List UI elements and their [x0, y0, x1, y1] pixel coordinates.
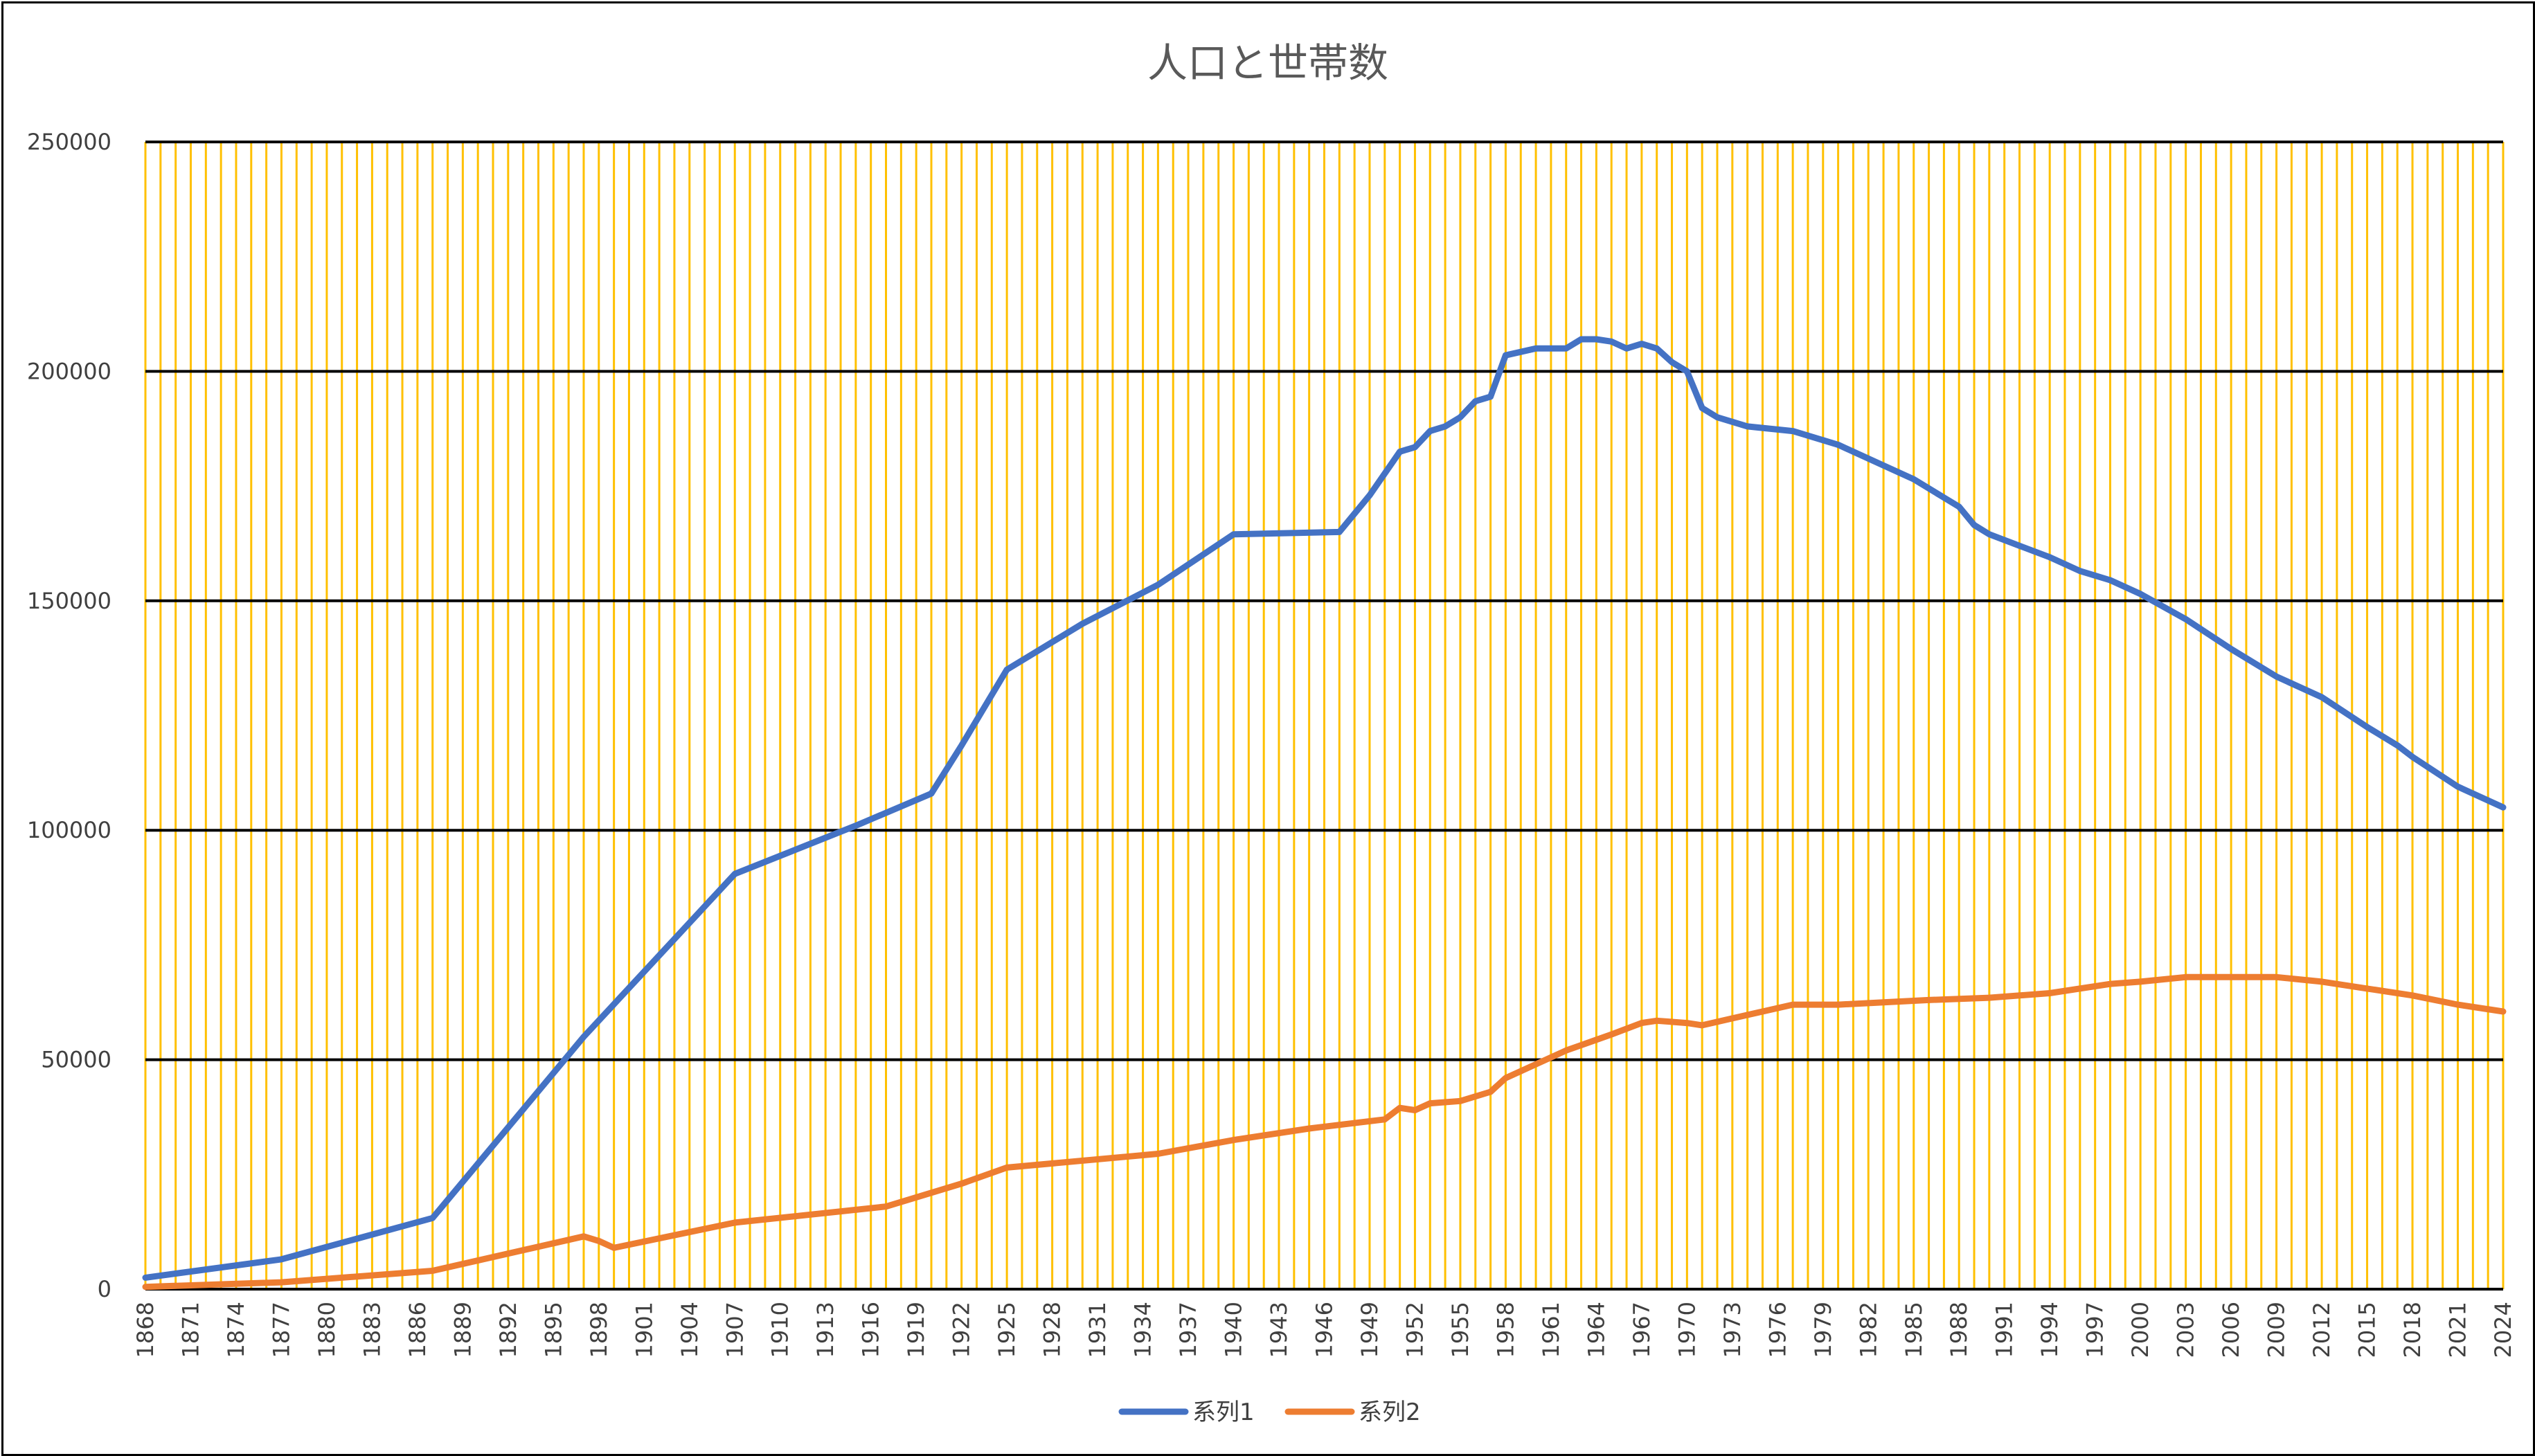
x-tick-label: 1883 [359, 1302, 385, 1358]
x-tick-label: 1868 [132, 1302, 159, 1358]
x-tick-label: 1949 [1356, 1302, 1383, 1358]
chart-title: 人口と世帯数 [1147, 39, 1388, 87]
legend: 系列1 系列2 [1118, 1399, 1421, 1426]
series-line-1 [142, 336, 2507, 1281]
y-tick-label: 150000 [27, 588, 111, 614]
x-tick-label: 2003 [2173, 1302, 2199, 1358]
line-chart: 人口と世帯数 0 50000 100000 150000 200000 250000 18… [27, 39, 2516, 1426]
x-tick-label: 1952 [1401, 1302, 1428, 1358]
x-tick-label: 1913 [812, 1302, 839, 1358]
x-tick-label: 1994 [2036, 1302, 2063, 1358]
x-tick-label: 1997 [2082, 1302, 2108, 1358]
x-tick-label: 1970 [1674, 1302, 1700, 1358]
x-tick-label: 1892 [495, 1302, 521, 1358]
y-axis: 0 50000 100000 150000 200000 250000 [27, 129, 111, 1302]
vertical-gridlines [144, 142, 2505, 1289]
x-tick-label: 1946 [1311, 1302, 1338, 1358]
x-tick-label: 1925 [994, 1302, 1020, 1358]
x-tick-label: 1943 [1266, 1302, 1292, 1358]
x-tick-label: 1982 [1855, 1302, 1881, 1358]
x-tick-label: 1904 [677, 1302, 703, 1358]
x-tick-label: 1937 [1175, 1302, 1201, 1358]
x-tick-label: 1940 [1221, 1302, 1247, 1358]
x-tick-label: 1973 [1719, 1302, 1746, 1358]
x-tick-label: 2009 [2264, 1302, 2290, 1358]
x-tick-label: 2015 [2354, 1302, 2381, 1358]
x-tick-label: 1958 [1492, 1302, 1519, 1358]
x-tick-label: 1919 [903, 1302, 929, 1358]
series-line-2 [142, 973, 2507, 1291]
x-tick-label: 1874 [223, 1302, 249, 1358]
y-tick-label: 50000 [41, 1047, 111, 1073]
x-tick-label: 1955 [1447, 1302, 1473, 1358]
x-tick-label: 1985 [1901, 1302, 1927, 1358]
x-tick-label: 1886 [404, 1302, 431, 1358]
x-tick-label: 1895 [540, 1302, 566, 1358]
x-tick-label: 1991 [1991, 1302, 2018, 1358]
x-tick-label: 1961 [1538, 1302, 1564, 1358]
x-tick-label: 2012 [2309, 1302, 2335, 1358]
x-tick-label: 1910 [767, 1302, 794, 1358]
x-tick-label: 1976 [1764, 1302, 1791, 1358]
x-tick-label: 1916 [858, 1302, 884, 1358]
x-tick-label: 1901 [631, 1302, 657, 1358]
x-tick-label: 2006 [2218, 1302, 2244, 1358]
legend-label-2: 系列2 [1359, 1399, 1421, 1426]
series-lines [142, 336, 2507, 1291]
horizontal-gridlines [145, 141, 2503, 1291]
x-tick-label: 1931 [1084, 1302, 1111, 1358]
x-tick-label: 1907 [722, 1302, 748, 1358]
x-tick-label: 1964 [1583, 1302, 1609, 1358]
y-tick-label: 250000 [27, 129, 111, 155]
legend-label-1: 系列1 [1192, 1399, 1255, 1426]
x-tick-label: 1979 [1810, 1302, 1836, 1358]
x-tick-label: 1988 [1946, 1302, 1972, 1358]
x-tick-label: 2024 [2490, 1302, 2516, 1358]
x-axis: 1868 1871 1874 1877 1880 1883 1886 1889 1892 1895… [132, 1302, 2516, 1358]
x-tick-label: 1922 [949, 1302, 975, 1358]
x-tick-label: 1928 [1039, 1302, 1066, 1358]
x-tick-label: 1967 [1629, 1302, 1655, 1358]
x-tick-label: 2000 [2127, 1302, 2153, 1358]
x-tick-label: 2018 [2399, 1302, 2426, 1358]
x-tick-label: 1889 [449, 1302, 476, 1358]
x-tick-label: 1871 [177, 1302, 204, 1358]
x-tick-label: 1877 [268, 1302, 294, 1358]
y-tick-label: 200000 [27, 358, 111, 384]
y-tick-label: 100000 [27, 817, 111, 843]
y-tick-label: 0 [98, 1276, 111, 1302]
x-tick-label: 1898 [586, 1302, 612, 1358]
x-tick-label: 2021 [2445, 1302, 2471, 1358]
x-tick-label: 1880 [314, 1302, 340, 1358]
x-tick-label: 1934 [1130, 1302, 1156, 1358]
